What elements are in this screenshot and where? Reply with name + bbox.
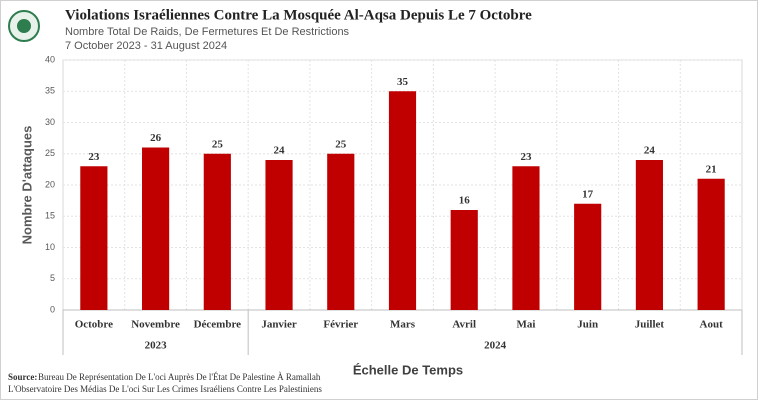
bar <box>512 166 540 310</box>
bar <box>388 91 417 310</box>
data-label: 26 <box>150 132 162 144</box>
logo-center <box>17 19 31 33</box>
data-label: 16 <box>459 195 471 207</box>
bar <box>203 153 231 310</box>
y-tick-label: 10 <box>45 242 55 252</box>
x-tick-label: Février <box>323 319 358 331</box>
subtitle: Nombre Total De Raids, De Fermetures Et … <box>65 26 350 38</box>
data-label: 23 <box>520 151 532 163</box>
bar <box>697 178 725 310</box>
data-label: 23 <box>88 151 100 163</box>
x-tick-label: Avril <box>452 319 476 331</box>
group-label: 2023 <box>145 340 168 352</box>
group-label: 2024 <box>484 340 507 352</box>
y-tick-label: 30 <box>45 117 55 127</box>
y-axis-label: Nombre D'attaques <box>19 126 34 245</box>
y-tick-label: 5 <box>50 273 55 283</box>
data-label: 17 <box>582 188 594 200</box>
bar <box>80 166 108 310</box>
x-tick-label: Décembre <box>194 319 242 331</box>
x-tick-label: Octobre <box>75 319 113 331</box>
data-label: 25 <box>212 138 224 150</box>
x-axis-label: Échelle De Temps <box>353 362 463 377</box>
data-label: 24 <box>274 145 286 157</box>
source-label: Source: <box>8 372 37 382</box>
y-tick-label: 20 <box>45 179 55 189</box>
x-tick-label: Janvier <box>261 319 297 331</box>
x-tick-label: Juin <box>577 319 598 331</box>
x-tick-label: Mars <box>390 319 416 331</box>
y-tick-label: 0 <box>50 304 55 314</box>
y-tick-label: 25 <box>45 148 55 158</box>
bar <box>142 147 170 310</box>
bar <box>265 160 293 310</box>
data-label: 25 <box>335 138 347 150</box>
bar <box>635 160 663 310</box>
date-range: 7 October 2023 - 31 August 2024 <box>65 40 227 52</box>
data-label: 35 <box>397 76 409 88</box>
data-label: 24 <box>644 145 656 157</box>
x-tick-label: Novembre <box>131 319 180 331</box>
y-tick-label: 15 <box>45 211 55 221</box>
source-text: Bureau De Représentation De L'oci Auprès… <box>38 372 321 382</box>
x-tick-label: Mai <box>516 319 535 331</box>
x-tick-label: Aout <box>700 319 724 331</box>
y-tick-label: 40 <box>45 54 55 64</box>
bar <box>574 203 602 310</box>
bar <box>327 153 355 310</box>
source-line: L'Observatoire Des Médias De L'oci Sur L… <box>8 384 322 394</box>
bar <box>450 210 478 310</box>
y-tick-label: 35 <box>45 86 55 96</box>
chart-title: Violations Israéliennes Contre La Mosqué… <box>65 7 532 23</box>
x-tick-label: Juillet <box>635 319 665 331</box>
data-label: 21 <box>706 163 717 175</box>
